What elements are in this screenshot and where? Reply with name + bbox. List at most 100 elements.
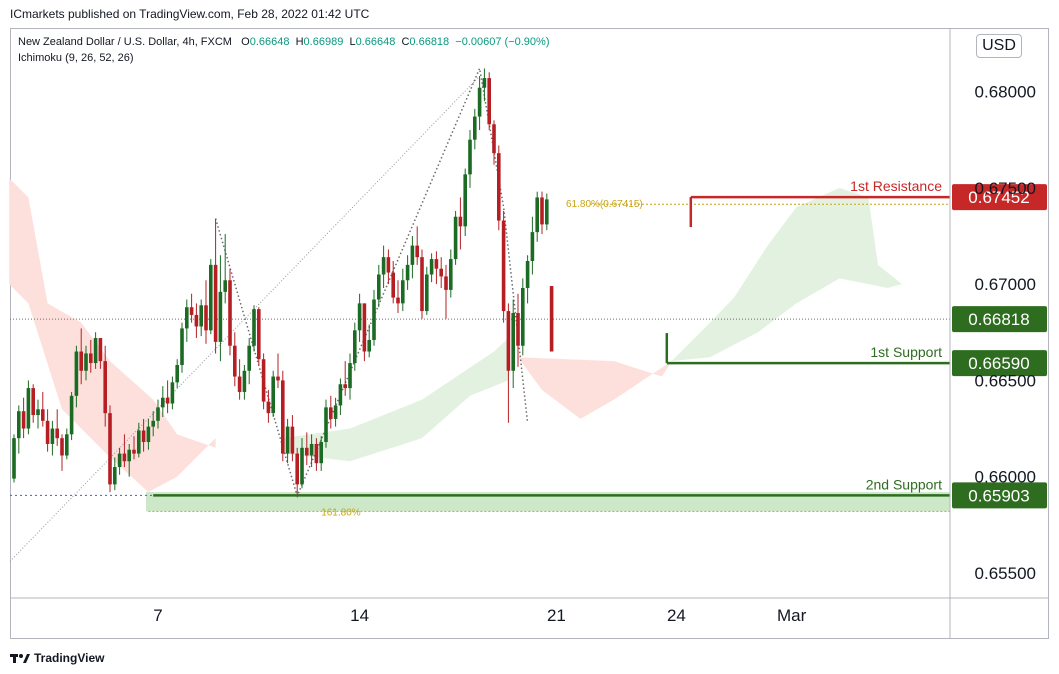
- candle: [497, 145, 501, 231]
- candle-body: [50, 428, 55, 444]
- legend-open-label: O: [241, 36, 250, 48]
- candle: [175, 359, 179, 389]
- current-price-rect: [952, 306, 1047, 333]
- legend-indicator[interactable]: Ichimoku (9, 26, 52, 26): [18, 52, 134, 64]
- candle-body: [122, 453, 127, 462]
- candle: [506, 303, 511, 423]
- candle-body: [511, 313, 515, 371]
- x-tick-label: 14: [350, 606, 369, 625]
- y-tick-label: 0.66500: [975, 371, 1036, 390]
- candle: [228, 268, 232, 356]
- candle: [103, 345, 107, 427]
- candle-body: [329, 407, 333, 419]
- candle-body: [449, 259, 453, 290]
- candle: [247, 338, 251, 385]
- current-price-tag: 0.66818: [952, 306, 1047, 333]
- candle-body: [204, 305, 208, 331]
- cloud-bullish-2: [671, 187, 902, 362]
- candle: [473, 108, 477, 150]
- candle-body: [21, 411, 26, 429]
- candle: [458, 197, 463, 250]
- candle-body: [420, 257, 424, 312]
- candle: [343, 361, 347, 396]
- candle-body: [26, 388, 31, 429]
- fib-161-label: 161.80%: [321, 507, 361, 518]
- candle: [261, 353, 266, 410]
- candle-body: [434, 259, 439, 269]
- candle-body: [410, 245, 415, 265]
- candle-body: [333, 405, 338, 419]
- cloud-bearish-1: [9, 178, 216, 493]
- axes: 0.65500 0.66000 0.66500 0.67000 0.67500 0.680…: [10, 28, 1049, 638]
- candle-body: [170, 382, 175, 404]
- candle: [372, 289, 376, 346]
- candle: [501, 210, 506, 323]
- tradingview-footer[interactable]: TradingView: [10, 650, 104, 665]
- candle: [161, 386, 165, 417]
- candle: [391, 261, 395, 304]
- candle: [281, 370, 285, 462]
- chart-legend: New Zealand Dollar / U.S. Dollar, 4h, FX…: [18, 34, 549, 66]
- candle-body: [429, 259, 434, 275]
- candle-body: [180, 328, 184, 365]
- candle: [218, 255, 223, 362]
- candle-body: [314, 443, 319, 464]
- candle-body: [132, 449, 136, 454]
- candle-body: [381, 257, 386, 275]
- cloud-bullish-1: [282, 338, 509, 462]
- candle-body: [194, 314, 199, 327]
- candle: [84, 345, 88, 381]
- y-tick-label: 0.65500: [975, 564, 1036, 583]
- candle-body: [108, 413, 112, 485]
- candle: [146, 418, 151, 450]
- candle-body: [45, 420, 50, 444]
- level-name: 1st Resistance: [850, 178, 942, 194]
- candle-body: [501, 220, 506, 312]
- candle-body: [141, 430, 146, 443]
- level-name: 1st Support: [870, 344, 942, 360]
- candle-body: [93, 338, 98, 364]
- legend-low-label: L: [349, 36, 356, 48]
- candle-body: [516, 313, 520, 346]
- level-2: 1st Support 0.66590: [665, 333, 1047, 377]
- candle: [17, 405, 21, 454]
- candle-body: [213, 264, 218, 342]
- candle: [98, 338, 103, 369]
- candle: [386, 249, 391, 285]
- candle-body: [506, 311, 511, 371]
- candle-body: [127, 449, 131, 462]
- candle: [333, 397, 338, 427]
- candle-body: [266, 401, 271, 414]
- candle: [132, 436, 136, 460]
- candle-body: [386, 257, 391, 273]
- candle: [285, 418, 290, 464]
- candle-body: [377, 274, 381, 300]
- candle-body: [343, 384, 347, 389]
- y-tick-label: 0.66000: [975, 468, 1036, 487]
- candle-body: [396, 297, 400, 304]
- candle: [233, 332, 237, 387]
- candle: [449, 249, 453, 298]
- candle: [36, 399, 40, 429]
- candle: [204, 280, 208, 344]
- candle-body: [185, 307, 189, 329]
- chart-frame: [10, 28, 1049, 639]
- candle: [429, 253, 434, 283]
- candle: [300, 438, 304, 489]
- candle: [362, 303, 367, 362]
- candle-body: [468, 139, 472, 175]
- candle-body: [137, 430, 141, 454]
- candle: [434, 251, 439, 285]
- candle: [199, 299, 203, 337]
- candle-body: [161, 397, 165, 408]
- candle: [79, 328, 83, 385]
- candle-body: [463, 174, 467, 227]
- currency-button[interactable]: USD: [976, 34, 1022, 58]
- candle: [50, 420, 55, 456]
- candle: [367, 324, 371, 358]
- candle: [420, 249, 424, 319]
- candle: [410, 235, 415, 279]
- candle-body: [261, 359, 266, 402]
- candle: [477, 76, 482, 131]
